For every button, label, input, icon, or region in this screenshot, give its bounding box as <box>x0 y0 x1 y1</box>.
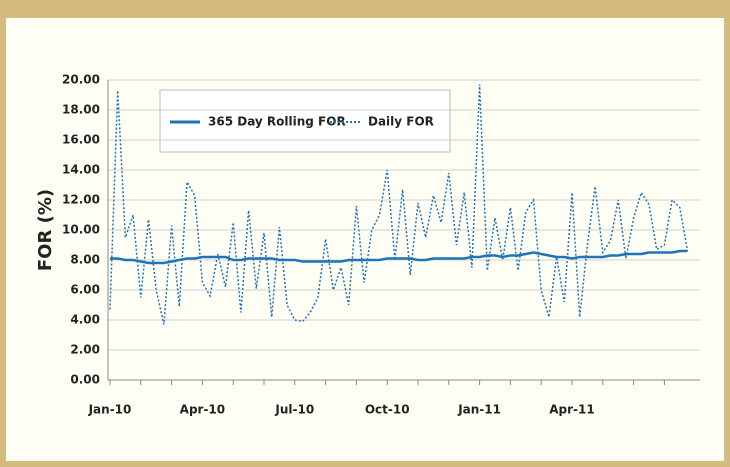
y-tick-label: 14.00 <box>62 163 100 177</box>
y-tick-label: 12.00 <box>62 193 100 207</box>
x-tick-label: Apr-11 <box>549 403 594 417</box>
x-tick-label: Apr-10 <box>180 403 225 417</box>
line-daily <box>109 84 689 325</box>
x-tick-label: Jan-10 <box>88 403 132 417</box>
y-tick-label: 6.00 <box>70 283 100 297</box>
y-tick-label: 18.00 <box>62 103 100 117</box>
panel <box>6 18 724 461</box>
y-tick-label: 16.00 <box>62 133 100 147</box>
y-tick-label: 0.00 <box>70 373 100 387</box>
line-rolling <box>110 249 688 265</box>
y-tick-label: 4.00 <box>70 313 100 327</box>
legend-label: 365 Day Rolling FOR <box>208 115 346 129</box>
legend-label: Daily FOR <box>368 115 434 129</box>
y-tick-label: 2.00 <box>70 343 100 357</box>
x-tick-label: Jan-11 <box>457 403 501 417</box>
legend <box>159 89 451 153</box>
y-tick-label: 20.00 <box>62 73 100 87</box>
y-tick-label: 10.00 <box>62 223 100 237</box>
x-tick-label: Jul-10 <box>274 403 314 417</box>
y-tick-label: 8.00 <box>70 253 100 267</box>
x-tick-label: Oct-10 <box>365 403 410 417</box>
y-axis-label: FOR (%) <box>35 189 56 271</box>
